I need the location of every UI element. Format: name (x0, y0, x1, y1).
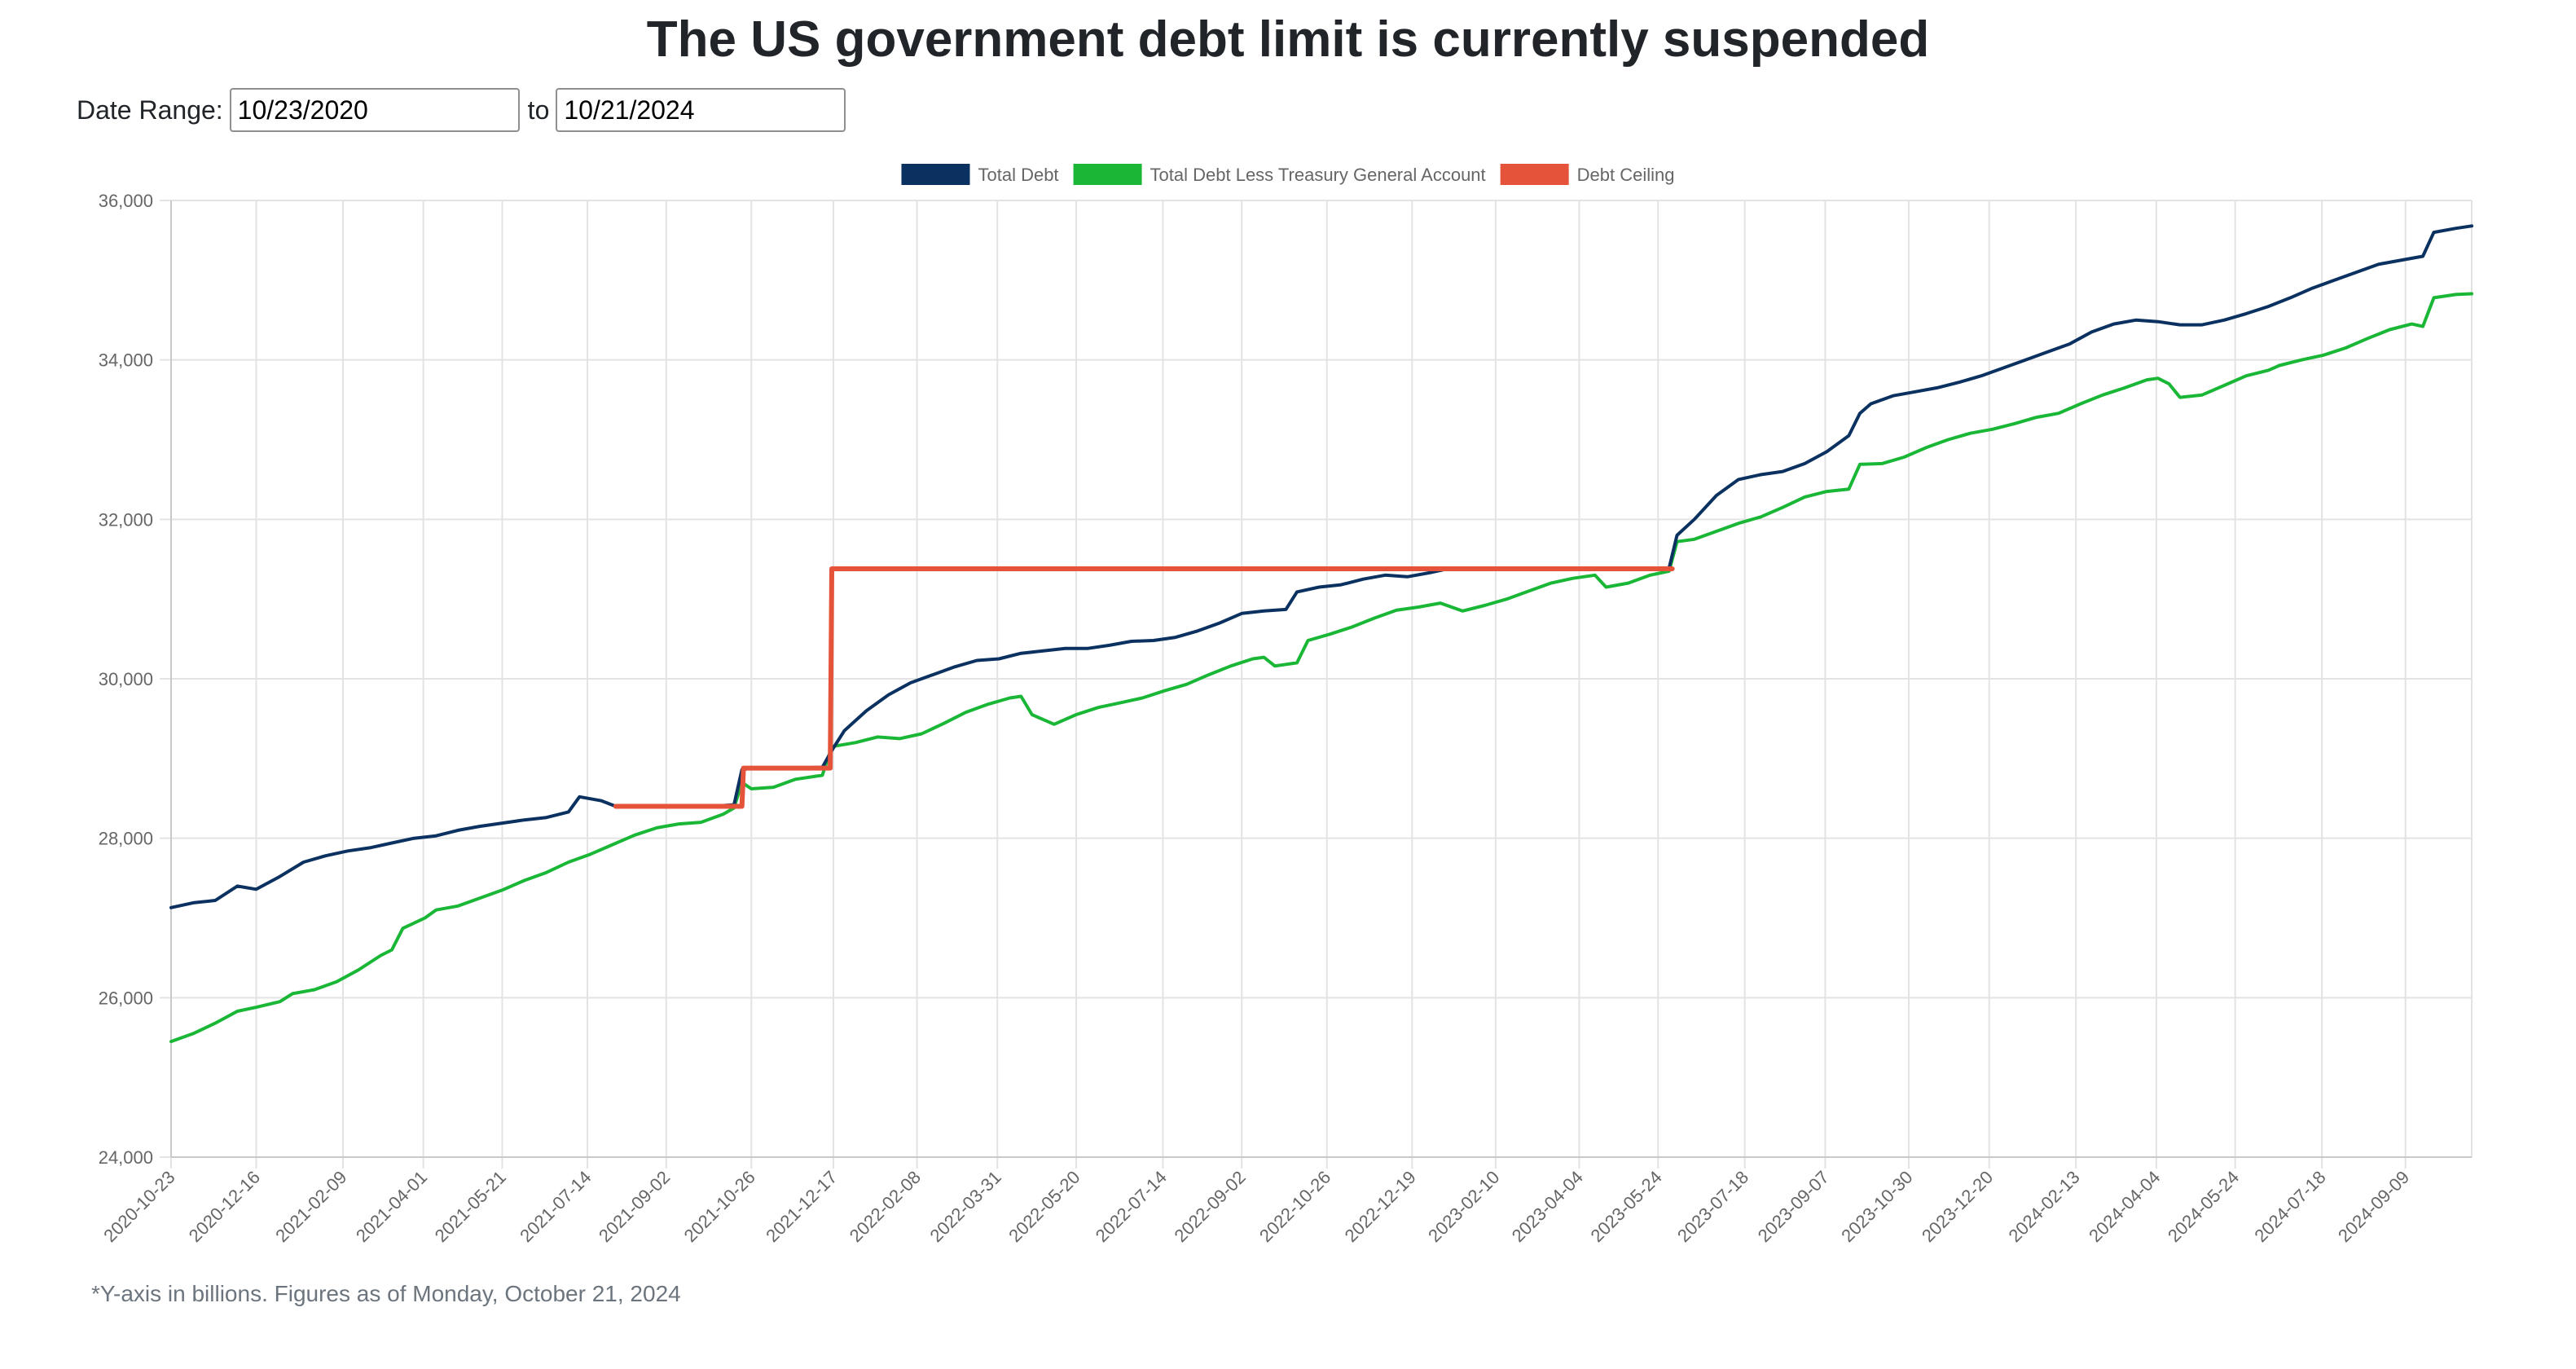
legend-swatch-debt-ceiling (1500, 164, 1569, 185)
legend-label-total-debt: Total Debt (978, 165, 1058, 185)
page-title: The US government debt limit is currentl… (646, 11, 1930, 68)
x-tick-label: 2021-10-26 (680, 1167, 759, 1246)
x-tick-label: 2024-07-18 (2250, 1167, 2329, 1246)
x-tick-label: 2022-05-20 (1004, 1167, 1084, 1246)
x-tick-label: 2021-07-14 (516, 1167, 595, 1246)
legend-swatch-total-debt (901, 164, 970, 185)
series-line-total-debt (169, 224, 2473, 909)
x-tick-label: 2024-09-09 (2334, 1167, 2413, 1246)
date-range-separator: to (527, 95, 550, 125)
x-tick-label: 2022-12-19 (1341, 1167, 1420, 1246)
legend: Total Debt Total Debt Less Treasury Gener… (901, 164, 1675, 185)
x-tick-label: 2023-12-20 (1918, 1167, 1997, 1246)
start-date-input[interactable] (229, 88, 520, 132)
x-tick-label: 2023-04-04 (1508, 1167, 1587, 1246)
date-range-label: Date Range: (77, 95, 223, 125)
x-tick-label: 2022-10-26 (1255, 1167, 1334, 1246)
x-tick-label: 2023-10-30 (1837, 1167, 1916, 1246)
y-tick-label: 28,000 (99, 829, 153, 849)
grid-lines (160, 200, 2473, 1169)
footnote: *Y-axis in billions. Figures as of Monda… (91, 1281, 681, 1306)
x-tick-label: 2021-09-02 (595, 1167, 674, 1246)
x-tick-label: 2021-12-17 (762, 1167, 841, 1246)
debt-chart: 24,000 26,000 28,000 30,000 32,000 34,000 36,0… (99, 164, 2473, 1246)
x-tick-label: 2023-02-10 (1424, 1167, 1503, 1246)
y-tick-label: 34,000 (99, 350, 153, 371)
x-tick-label: 2022-07-14 (1092, 1167, 1171, 1246)
x-tick-label: 2020-10-23 (99, 1167, 178, 1246)
x-tick-label: 2022-09-02 (1171, 1167, 1250, 1246)
x-tick-label: 2022-02-08 (846, 1167, 925, 1246)
y-tick-label: 30,000 (99, 669, 153, 689)
x-tick-label: 2024-02-13 (2004, 1167, 2083, 1246)
series-line-total-debt-less-treasury-general-account (169, 292, 2473, 1044)
series-line-debt-ceiling (613, 566, 1675, 809)
x-tick-label: 2021-05-21 (431, 1167, 510, 1246)
x-tick-label: 2023-05-24 (1587, 1167, 1666, 1246)
y-tick-label: 26,000 (99, 988, 153, 1008)
x-tick-label: 2022-03-31 (926, 1167, 1005, 1246)
x-tick-label: 2023-07-18 (1673, 1167, 1752, 1246)
x-tick-label: 2024-05-24 (2164, 1167, 2243, 1246)
x-tick-label: 2020-12-16 (185, 1167, 264, 1246)
x-tick-label: 2021-04-01 (352, 1167, 431, 1246)
x-tick-label: 2023-09-07 (1754, 1167, 1833, 1246)
y-tick-label: 24,000 (99, 1147, 153, 1168)
end-date-input[interactable] (556, 88, 846, 132)
legend-swatch-total-debt-less-treasury-general-account (1073, 164, 1142, 185)
y-tick-label: 32,000 (99, 509, 153, 530)
y-tick-label: 36,000 (99, 191, 153, 211)
legend-label-total-debt-less-treasury-general-account: Total Debt Less Treasury General Account (1150, 165, 1486, 185)
legend-label-debt-ceiling: Debt Ceiling (1577, 165, 1675, 185)
x-tick-label: 2021-02-09 (271, 1167, 350, 1246)
date-range-controls: Date Range: to (77, 85, 846, 135)
x-tick-label: 2024-04-04 (2085, 1167, 2164, 1246)
